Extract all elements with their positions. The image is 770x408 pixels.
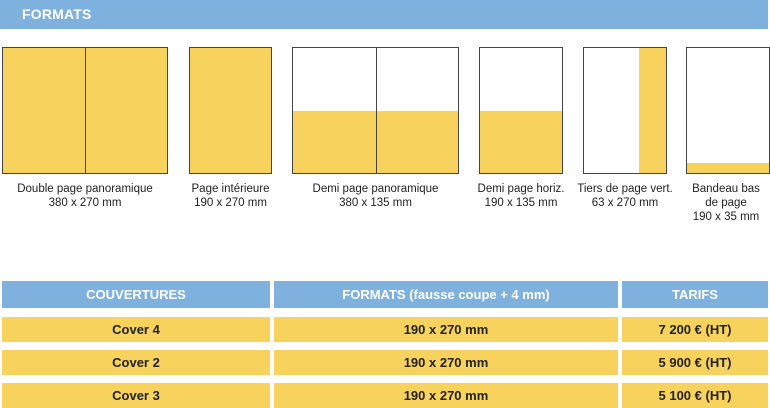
diagram-demi-page-horiz [479,47,563,174]
row-cover-4-name: Cover 4 [2,317,270,342]
caption-line: de page [705,197,747,209]
row-cover-3-format: 190 x 270 mm [274,383,618,408]
header-tarifs: TARIFS [622,281,768,308]
diagram-fold-line [85,48,86,173]
caption-line: Demi page panoramique [312,183,439,195]
caption-line: Page intérieure [191,183,270,195]
row-cover-2-name: Cover 2 [2,350,270,375]
caption-demi-page-horiz: Demi page horiz. 190 x 135 mm [469,182,573,210]
caption-line: 63 x 270 mm [591,197,659,209]
caption-line: Bandeau bas [692,183,760,195]
caption-line: Tiers de page vert. [577,183,673,195]
row-cover-4-format: 190 x 270 mm [274,317,618,342]
caption-double-page: Double page panoramique 380 x 270 mm [2,182,168,210]
formats-header-bar: FORMATS [0,0,768,29]
diagram-fill [687,163,769,173]
caption-line: 190 x 270 mm [194,197,267,209]
row-cover-4-price: 7 200 € (HT) [622,317,768,342]
diagram-fill [293,111,458,173]
diagram-tiers-page-vert [583,47,667,174]
row-cover-2-format: 190 x 270 mm [274,350,618,375]
formats-title: FORMATS [22,6,92,22]
caption-page-interieure: Page intérieure 190 x 270 mm [174,182,287,210]
diagram-fold-line [376,48,377,173]
diagram-page-interieure [189,47,272,174]
caption-line: 190 x 135 mm [484,197,558,209]
caption-line: 380 x 135 mm [339,197,412,209]
caption-line: Double page panoramique [17,183,153,195]
caption-line: 190 x 35 mm [692,211,760,223]
diagram-double-page [2,47,168,174]
header-formats: FORMATS (fausse coupe + 4 mm) [274,281,618,308]
caption-line: Demi page horiz. [477,183,565,195]
diagram-fill [639,48,666,173]
diagram-demi-page-panoramique [292,47,459,174]
row-cover-3-price: 5 100 € (HT) [622,383,768,408]
caption-demi-page-panoramique: Demi page panoramique 380 x 135 mm [292,182,459,210]
diagram-fill [190,48,271,173]
row-cover-3-name: Cover 3 [2,383,270,408]
row-cover-2-price: 5 900 € (HT) [622,350,768,375]
header-couvertures: COUVERTURES [2,281,270,308]
caption-line: 380 x 270 mm [48,197,122,209]
caption-bandeau-bas: Bandeau bas de page 190 x 35 mm [682,182,770,224]
caption-tiers-page-vert: Tiers de page vert. 63 x 270 mm [573,182,677,210]
diagram-fill [480,111,562,173]
diagram-bandeau-bas [686,47,770,174]
